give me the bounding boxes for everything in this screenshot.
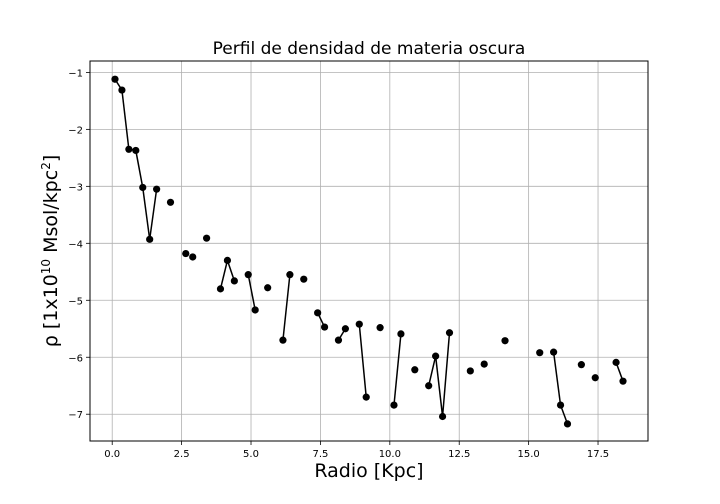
- data-point: [612, 358, 620, 366]
- data-point: [591, 374, 599, 382]
- y-tick-label: −6: [68, 353, 83, 364]
- x-tick-label: 0.0: [104, 449, 120, 460]
- data-point: [279, 336, 287, 344]
- x-tick-label: 12.5: [448, 449, 470, 460]
- line-segment: [121, 89, 130, 150]
- line-segment: [247, 274, 256, 311]
- line-segment: [282, 274, 291, 341]
- line-segment: [148, 189, 158, 240]
- data-point: [286, 271, 294, 279]
- y-tick-label: −3: [68, 182, 83, 193]
- data-point: [153, 185, 161, 193]
- data-point: [125, 145, 133, 153]
- data-point: [390, 401, 398, 409]
- y-tick-label: −5: [68, 296, 83, 307]
- y-tick-label: −1: [68, 68, 83, 79]
- data-point: [480, 360, 488, 368]
- data-point: [425, 382, 433, 390]
- data-point: [501, 337, 509, 345]
- grid: [90, 61, 648, 441]
- data-point: [577, 361, 585, 369]
- data-point: [223, 256, 232, 265]
- x-tick-label: 5.0: [243, 449, 259, 460]
- data-point: [202, 234, 211, 242]
- chart-title: Perfil de densidad de materia oscura: [213, 39, 526, 59]
- data-point: [355, 320, 363, 328]
- data-point: [146, 235, 154, 243]
- line-segment: [441, 332, 451, 417]
- data-point: [111, 75, 119, 83]
- line-segments: [114, 78, 624, 425]
- y-tick-label: −2: [68, 125, 83, 136]
- y-axis: −1 −2 −3 −4 −5 −6 −7: [68, 68, 90, 421]
- data-point: [251, 306, 259, 314]
- data-point: [264, 284, 272, 292]
- line-segment: [358, 324, 367, 398]
- data-point: [334, 336, 343, 344]
- data-point: [230, 277, 238, 285]
- line-segment: [135, 150, 144, 188]
- data-point: [320, 323, 329, 331]
- data-point: [411, 366, 419, 374]
- data-point: [362, 393, 370, 401]
- data-point: [556, 401, 565, 409]
- x-axis-label: Radio [Kpc]: [314, 460, 423, 482]
- x-tick-label: 10.0: [379, 449, 401, 460]
- data-point: [432, 352, 440, 360]
- line-segment: [142, 187, 151, 240]
- data-point: [139, 183, 147, 192]
- data-point: [182, 249, 190, 258]
- data-point: [466, 367, 474, 375]
- line-segment: [393, 333, 402, 406]
- line-segment: [427, 355, 437, 386]
- x-tick-label: 17.5: [587, 449, 609, 460]
- y-axis-label: ρ [1x1010 Msol/kpc2]: [39, 155, 62, 348]
- data-point: [166, 198, 175, 206]
- plot-area: [89, 60, 649, 442]
- data-point: [445, 329, 454, 337]
- data-point: [314, 309, 322, 317]
- data-point: [438, 412, 447, 421]
- x-tick-label: 7.5: [312, 449, 328, 460]
- x-tick-label: 15.0: [517, 449, 539, 460]
- data-point: [619, 377, 627, 385]
- data-point: [244, 271, 252, 279]
- line-segment: [552, 352, 562, 406]
- data-point: [563, 420, 572, 428]
- x-tick-label: 2.5: [174, 449, 190, 460]
- data-point: [397, 330, 405, 338]
- line-segment: [226, 260, 236, 282]
- line-segment: [219, 260, 229, 290]
- data-point: [216, 285, 225, 293]
- line-segment: [434, 356, 444, 417]
- data-points: [111, 75, 627, 428]
- y-tick-label: −7: [68, 410, 83, 421]
- data-point: [189, 253, 197, 261]
- data-point: [550, 348, 558, 356]
- data-point: [536, 349, 544, 357]
- data-point: [376, 324, 384, 332]
- data-point: [132, 146, 140, 155]
- data-point: [341, 325, 350, 333]
- x-axis: 0.0 2.5 5.0 7.5 10.0 12.5 15.0 17.5: [104, 441, 609, 460]
- data-point: [300, 275, 308, 283]
- y-tick-label: −4: [68, 239, 83, 250]
- data-point: [118, 86, 126, 94]
